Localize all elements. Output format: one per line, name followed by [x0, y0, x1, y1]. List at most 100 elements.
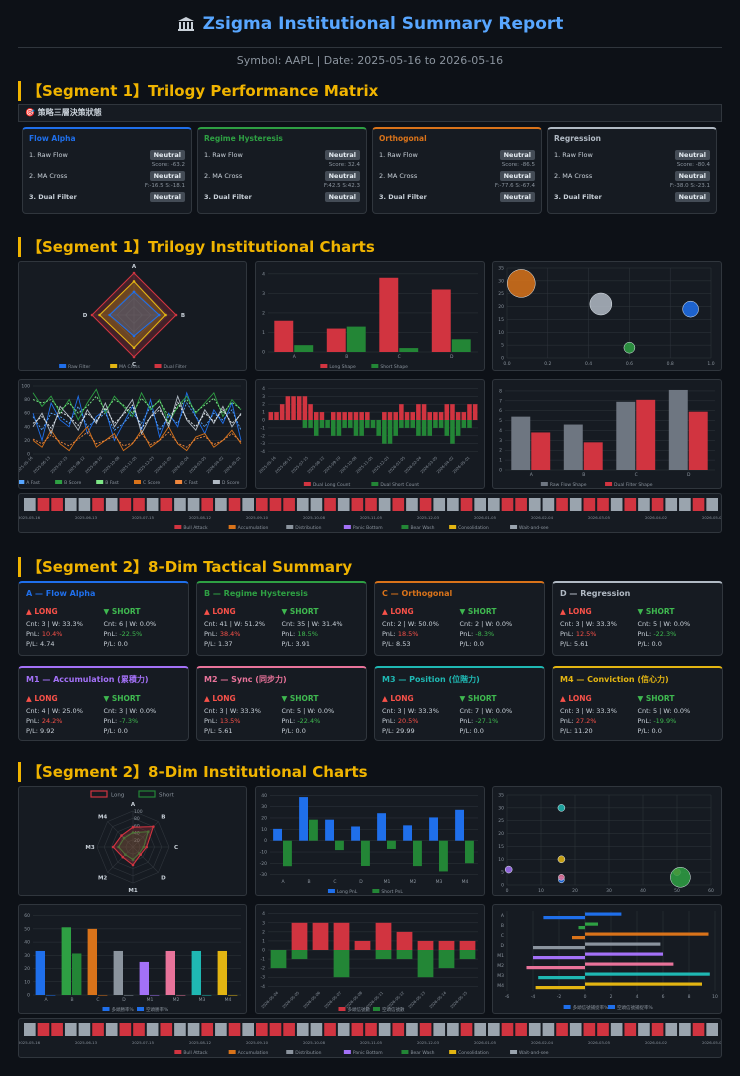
radar-axis-label: M4 — [98, 815, 107, 821]
dim-columns: ▲ LONG Cnt: 3 | W: 33.3% PnL: 13.5% P/L: 5.… — [204, 694, 359, 736]
winrate-bar-chart: 0 10 20 30 40 50 60 A B C D M1 M2 M3 M4 多頭勝率% 空頭勝率% — [24, 913, 241, 1013]
legend-swatch — [608, 1005, 615, 1009]
trilogy-row-label: 1. Raw Flow — [379, 151, 418, 159]
legend-label: Bull Attack — [183, 525, 208, 531]
heat-cell — [105, 1023, 118, 1036]
x-tick-label: 40 — [640, 888, 646, 894]
count-line: Cnt: 3 | W: 33.3% — [204, 707, 261, 715]
legend-label: 多頭信號捕捉率% — [573, 1004, 609, 1011]
y-tick-label: -3 — [261, 975, 266, 981]
y-tick-label: A — [501, 913, 505, 919]
x-tick-label: 2025-09-10 — [246, 515, 269, 520]
x-tick-label: 2025-12-03 — [417, 1040, 440, 1045]
heat-cell — [37, 498, 50, 511]
radar-axis-label: A — [132, 264, 137, 270]
heat-cell — [64, 1023, 77, 1036]
x-tick-label: M3 — [436, 879, 443, 885]
regime-heatmap-2: 2025-05-16 2025-06-13 2025-07-15 2025-08-12… — [19, 1023, 722, 1056]
count-line: Cnt: 7 | W: 0.0% — [459, 707, 513, 715]
heat-cell — [133, 1023, 145, 1036]
x-tick-label: 6 — [662, 994, 665, 1000]
legend-label: Panic Bottom — [353, 1050, 383, 1056]
x-tick-label: 2026-02-04 — [531, 1040, 554, 1045]
heat-cell — [133, 498, 145, 511]
short-label: ▼ SHORT — [281, 607, 319, 616]
dim-card: A — Flow Alpha ▲ LONG Cnt: 3 | W: 33.3% PnL… — [18, 581, 189, 656]
x-tick-label: 2 — [610, 994, 613, 1000]
bar-A — [35, 950, 45, 995]
count-line: Cnt: 41 | W: 51.2% — [204, 620, 266, 628]
legend-swatch — [138, 790, 156, 798]
heat-cell — [474, 498, 486, 511]
y-tick-label: 0 — [27, 452, 30, 458]
x-tick-label: 20 — [572, 888, 578, 894]
x-tick-label: 0 — [506, 888, 509, 894]
heat-cell — [706, 1023, 718, 1036]
pl-line: P/L: 0.0 — [281, 727, 306, 735]
legend-label: Long PnL — [337, 889, 358, 895]
y-tick-label: M1 — [497, 953, 504, 959]
bar-C — [379, 277, 399, 352]
report-header: Zsigma Institutional Summary Report — [0, 14, 740, 36]
y-tick-label: -3 — [261, 441, 266, 447]
short-column: ▼ SHORT Cnt: 2 | W: 0.0% PnL: -8.3% P/L: 0.… — [460, 607, 538, 649]
capture-bar-B — [585, 922, 598, 926]
y-tick-label: 8 — [499, 388, 502, 394]
pnl-line: PnL: 18.5% — [382, 629, 460, 639]
pnl-line: PnL: -22.3% — [638, 629, 716, 639]
heat-cell — [488, 1023, 500, 1036]
heat-cell — [583, 498, 596, 511]
y-tick-label: 40 — [24, 940, 30, 946]
bubble-point — [557, 804, 566, 812]
count-bar — [461, 420, 467, 428]
heat-cell — [392, 498, 405, 511]
trilogy-note: F:-38.0 S:-23.1 — [669, 183, 710, 189]
count-bar — [365, 412, 370, 420]
bar-M1 — [150, 995, 160, 996]
status-badge: Neutral — [149, 171, 185, 181]
heat-cell — [215, 498, 227, 511]
section-title-8dim-summary: 【Segment 2】8-Dim Tactical Summary — [18, 557, 722, 577]
radar-tick-label: 40 — [134, 831, 140, 837]
x-tick-label: 2026-05-07 — [323, 990, 343, 1010]
radar-axis-label: M2 — [98, 875, 107, 881]
short-label: ▼ SHORT — [637, 607, 675, 616]
y-tick-label: -30 — [260, 872, 267, 878]
radar-point — [121, 855, 125, 859]
count-bar — [438, 412, 444, 420]
x-tick-label: D — [687, 472, 691, 478]
score-line-chart: 0204060801002025-05-162025-06-132025-07-… — [19, 384, 242, 486]
trilogy-note: Score: -86.5 — [501, 162, 535, 168]
legend-swatch — [174, 525, 182, 529]
legend-label: Long Shape — [329, 364, 356, 370]
trilogy-row-label: 3. Dual Filter — [204, 193, 252, 201]
radar-point — [146, 830, 150, 834]
trilogy-card-title: Regression — [554, 134, 602, 143]
y-tick-label: -2 — [261, 966, 266, 972]
y-tick-label: 5 — [501, 870, 504, 876]
heat-cell — [597, 1023, 609, 1036]
pnl-line: PnL: 27.2% — [560, 716, 638, 726]
trilogy-card-title: Regime Hysteresis — [204, 134, 283, 143]
count-bar — [336, 412, 342, 420]
legend-swatch — [286, 525, 294, 529]
x-tick-label: D — [122, 997, 126, 1003]
heat-cell — [365, 1023, 377, 1036]
regime-heatmap-2-panel: 2025-05-16 2025-06-13 2025-07-15 2025-08-12… — [18, 1018, 722, 1058]
heat-cell — [460, 498, 473, 511]
x-tick-label: 10 — [712, 994, 718, 1000]
short-label: ▼ SHORT — [281, 694, 319, 703]
pl-line: P/L: 0.0 — [103, 727, 128, 735]
x-tick-label: 2026-05-01 — [702, 1040, 722, 1045]
long-label: ▲ LONG — [204, 607, 236, 616]
y-tick-label: -1 — [261, 425, 266, 431]
legend-label: Short PnL — [381, 889, 403, 895]
y-tick-label: 25 — [498, 818, 504, 824]
report-subtitle: Symbol: AAPL | Date: 2025-05-16 to 2026-… — [236, 54, 504, 67]
x-tick-label: 0 — [584, 994, 587, 1000]
count-line: Cnt: 5 | W: 0.0% — [637, 620, 691, 628]
pnl-label: PnL: — [26, 717, 42, 725]
heat-cell — [351, 498, 364, 511]
heat-cell — [651, 1023, 664, 1036]
x-tick-label: 0.2 — [544, 361, 551, 367]
